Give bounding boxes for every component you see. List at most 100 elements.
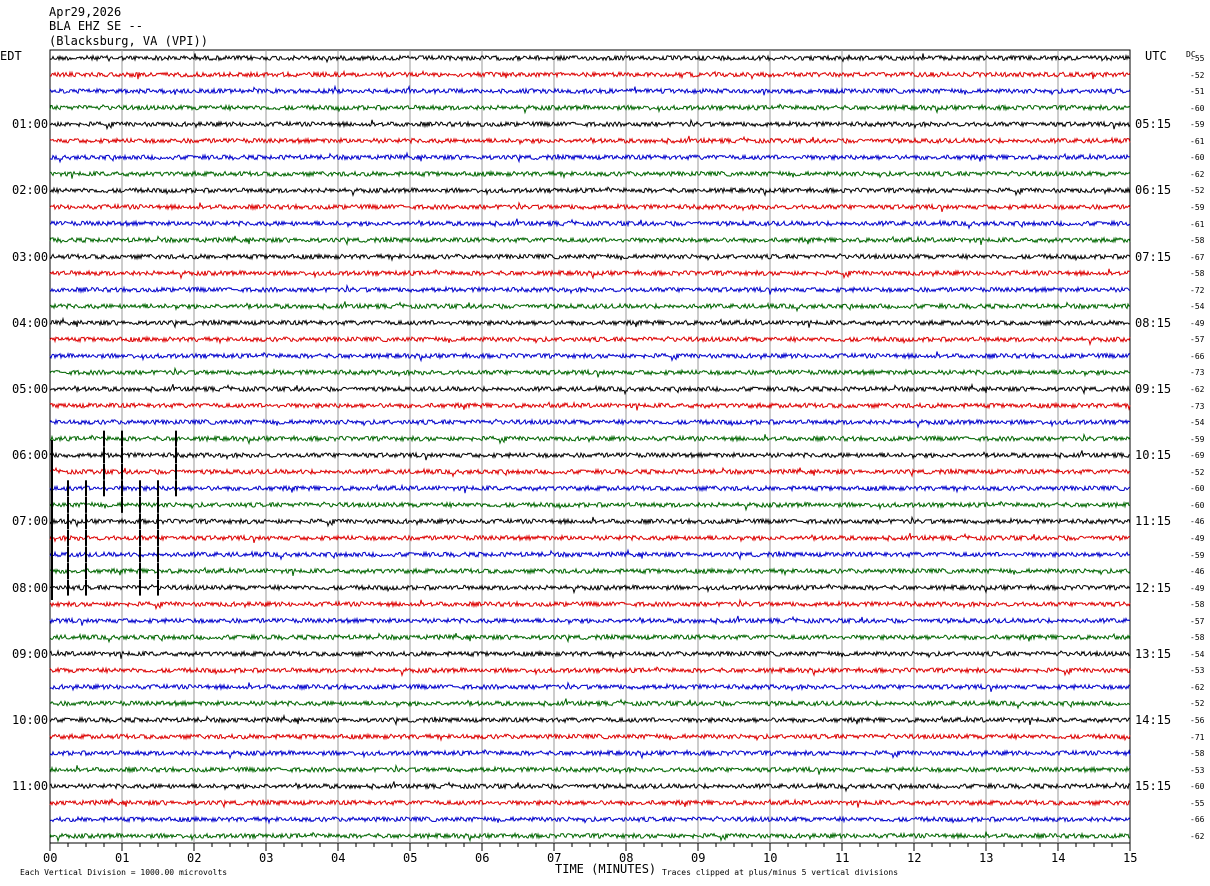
dc-offset-label: -46 (1190, 517, 1205, 527)
trace-line-26 (49, 466, 1131, 478)
right-timezone-label: UTC (1145, 49, 1167, 63)
x-tick-label: 15 (1123, 851, 1138, 865)
dc-offset-header: DC (1186, 50, 1196, 59)
x-tick-label: 06 (475, 851, 490, 865)
x-tick-label: 00 (43, 851, 58, 865)
trace-line-33 (49, 583, 1131, 595)
dc-offset-label: -61 (1190, 136, 1205, 146)
trace-line-6 (49, 135, 1131, 146)
dc-offset-label: -59 (1190, 434, 1205, 444)
trace-line-22 (49, 400, 1131, 411)
trace-line-48 (49, 831, 1131, 843)
trace-line-41 (49, 713, 1131, 727)
trace-line-37 (49, 649, 1131, 660)
dc-offset-label: -71 (1190, 732, 1205, 742)
dc-offset-label: -49 (1190, 583, 1205, 593)
dc-offset-label: -52 (1190, 186, 1205, 196)
dc-offset-label: -49 (1190, 318, 1205, 328)
left-timezone-label: EDT (0, 49, 22, 63)
x-tick-label: 14 (1051, 851, 1066, 865)
x-tick-label: 09 (691, 851, 706, 865)
trace-line-30 (49, 532, 1131, 544)
dc-offset-label: -54 (1190, 418, 1205, 428)
dc-offset-label: -55 (1190, 54, 1205, 63)
trace-line-16 (49, 301, 1131, 313)
x-tick-label: 04 (331, 851, 346, 865)
trace-line-1 (49, 53, 1131, 64)
dc-offset-label: -62 (1190, 385, 1205, 394)
trace-line-29 (49, 515, 1131, 528)
plot-date: Apr29,2026 (49, 5, 122, 19)
right-hour-label: 15:15 (1135, 779, 1172, 794)
dc-offset-label: -51 (1190, 87, 1205, 97)
trace-line-5 (49, 118, 1131, 131)
x-tick-label: 03 (259, 851, 274, 865)
trace-line-38 (49, 666, 1131, 678)
x-tick-label: 10 (763, 851, 778, 865)
right-hour-label: 09:15 (1135, 382, 1172, 396)
dc-offset-label: -54 (1190, 302, 1205, 312)
right-hour-label: 14:15 (1135, 713, 1172, 727)
dc-offset-label: -60 (1190, 103, 1205, 113)
dc-offset-label: -55 (1190, 798, 1205, 808)
dc-offset-label: -59 (1190, 120, 1205, 130)
right-hour-label: 10:15 (1135, 448, 1172, 463)
dc-offset-label: -62 (1190, 169, 1205, 179)
trace-line-25 (49, 450, 1131, 461)
right-hour-label: 08:15 (1135, 315, 1172, 330)
trace-line-45 (49, 781, 1131, 793)
dc-offset-label: -58 (1190, 600, 1205, 610)
x-tick-label: 11 (835, 851, 850, 865)
trace-line-14 (49, 268, 1131, 280)
x-tick-label: 02 (187, 851, 202, 865)
trace-line-2 (49, 69, 1131, 81)
trace-line-3 (49, 84, 1131, 96)
dc-offset-label: -69 (1190, 451, 1205, 461)
left-hour-label: 05:00 (12, 382, 49, 396)
trace-line-23 (49, 418, 1131, 429)
dc-offset-label: -66 (1190, 815, 1205, 825)
plot-frame (49, 49, 1131, 844)
dc-offset-label: -52 (1190, 70, 1205, 80)
dc-offset-label: -60 (1190, 484, 1205, 494)
trace-line-18 (49, 335, 1131, 347)
trace-line-10 (49, 201, 1131, 213)
x-tick-label: 01 (115, 851, 130, 865)
dc-offset-label: -54 (1190, 649, 1205, 659)
clip-note: Traces clipped at plus/minus 5 vertical … (662, 868, 899, 877)
dc-offset-label: -59 (1190, 550, 1205, 560)
dc-offset-label: -53 (1190, 765, 1205, 775)
dc-offset-label: -72 (1190, 285, 1205, 295)
left-hour-label: 06:00 (12, 448, 49, 463)
trace-line-34 (49, 598, 1131, 611)
dc-offset-label: -57 (1190, 616, 1205, 626)
dc-offset-label: -52 (1190, 699, 1205, 709)
dc-offset-label: -58 (1190, 236, 1205, 246)
dc-offset-label: -49 (1190, 533, 1205, 543)
trace-line-43 (49, 748, 1131, 760)
trace-line-4 (49, 103, 1131, 115)
trace-line-32 (49, 566, 1131, 577)
dc-offset-label: -73 (1190, 368, 1205, 378)
trace-line-28 (49, 500, 1131, 512)
x-tick-label: 05 (403, 851, 418, 865)
x-tick-label: 08 (619, 851, 634, 865)
dc-offset-label: -58 (1190, 633, 1205, 643)
right-hour-label: 07:15 (1135, 249, 1172, 264)
trace-line-27 (49, 483, 1131, 494)
dc-offset-label: -60 (1190, 153, 1205, 163)
dc-offset-label: -61 (1190, 219, 1205, 229)
dc-offset-label: -58 (1190, 749, 1205, 759)
dc-offset-label: -62 (1190, 682, 1205, 692)
dc-offset-label: -66 (1190, 351, 1205, 361)
x-tick-label: 07 (547, 851, 562, 865)
dc-offset-label: -59 (1190, 202, 1205, 212)
trace-line-9 (49, 186, 1131, 198)
left-hour-label: 08:00 (12, 580, 49, 595)
x-axis-label: TIME (MINUTES) (555, 862, 657, 876)
trace-line-42 (49, 732, 1131, 742)
station-code: BLA EHZ SE -- (49, 19, 143, 33)
left-hour-label: 02:00 (12, 183, 49, 198)
trace-line-20 (49, 366, 1131, 378)
